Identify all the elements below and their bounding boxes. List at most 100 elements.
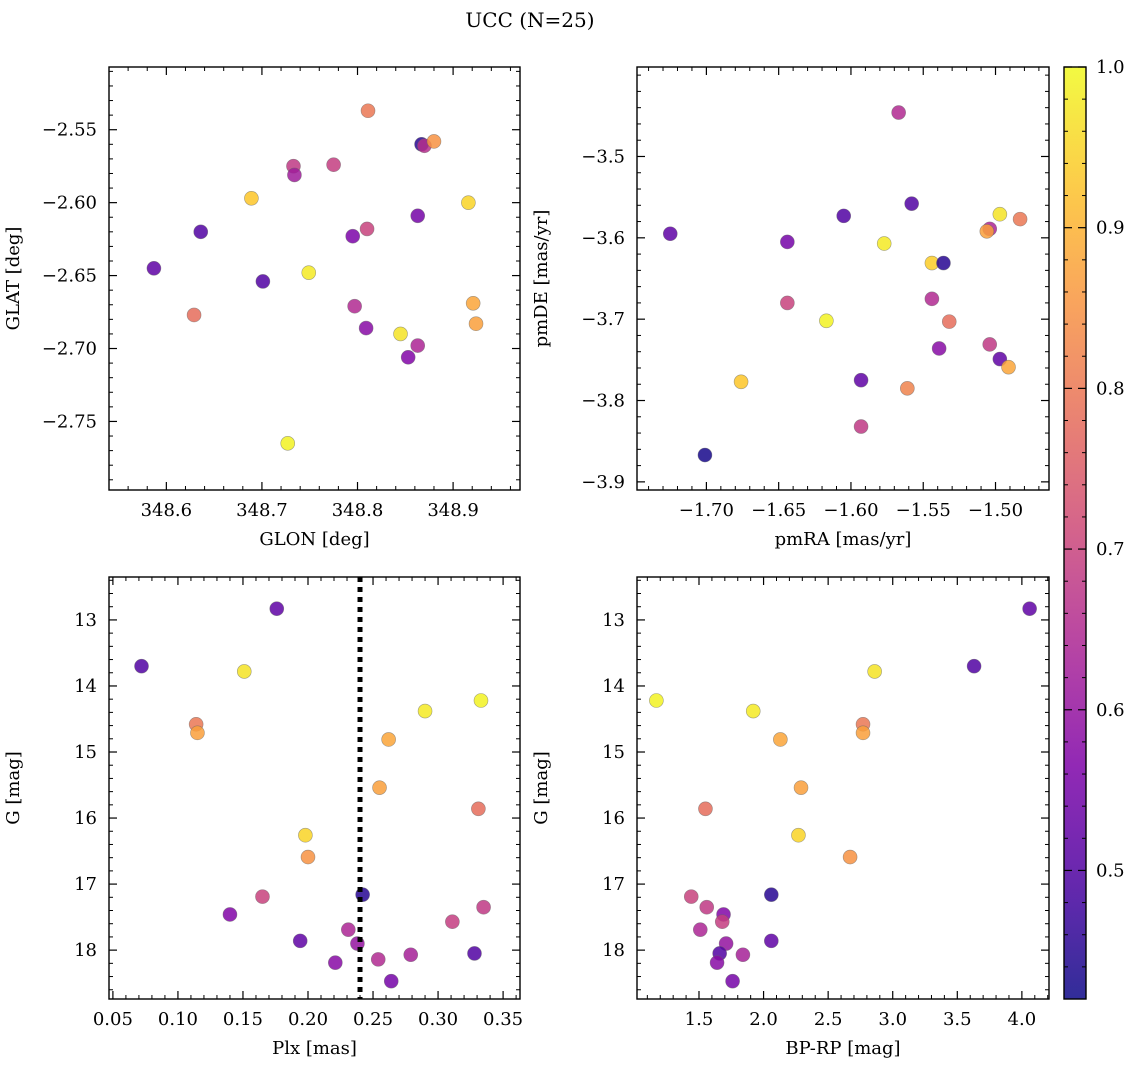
scatter-point [819,313,834,329]
x-tick-label: 0.10 [158,1009,198,1030]
scatter-point [461,195,476,210]
scatter-point [842,849,858,865]
scatter-point [780,234,795,250]
scatter-point [1001,359,1016,375]
scatter-point [891,105,906,120]
y-tick-label: 17 [602,874,625,895]
y-tick-label: 13 [74,610,97,631]
scatter-point [979,224,995,239]
plot-frame [636,576,1050,1000]
scatter-point [341,922,356,937]
y-tick-label: −2.55 [42,120,97,141]
x-axis-label: pmRA [mas/yr] [775,529,912,550]
panel-bprp-g: 1.5 2.0 2.5 3.0 3.5 4.0 13 14 15 16 17 18 BP-RP [mag… [531,576,1050,1059]
scatter-point [992,206,1008,222]
scatter-point [649,693,664,708]
scatter-point [793,780,809,795]
y-tick-label: 13 [602,610,625,631]
scatter-point [358,320,374,336]
scatter-point [383,973,399,989]
scatter-point [445,914,460,930]
scatter-point [468,316,484,332]
scatter-point [853,419,869,434]
scatter-point [300,849,316,865]
scatter-point [426,134,442,149]
y-tick-label: 18 [74,940,97,961]
y-tick-label: −2.75 [42,411,97,432]
scatter-point [692,922,708,937]
y-tick-label: 15 [74,742,97,763]
colorbar-gradient [1064,67,1086,999]
scatter-point [359,221,375,237]
colorbar-tick-label: 1.0 [1096,57,1125,78]
colorbar-tick-label: 0.7 [1096,539,1125,560]
scatter-point [941,314,957,329]
x-tick-label: 0.20 [288,1009,328,1030]
scatter-point [280,436,296,451]
x-tick-label: 348.6 [141,500,193,521]
y-tick-label: 18 [602,940,625,961]
scatter-point [773,732,788,747]
scatter-points [649,601,1037,989]
scatter-point [780,295,795,311]
scatter-point [269,601,285,616]
scatter-point [400,349,416,365]
scatter-point [193,224,209,240]
scatter-point [931,341,947,356]
scatter-point [370,952,386,967]
scatter-point [417,703,433,719]
scatter-point [410,338,426,353]
scatter-points [146,103,484,451]
y-tick-label: −3.6 [581,228,625,249]
colorbar: 0.5 0.6 0.7 0.8 0.9 1.0 [1063,57,1125,1000]
scatter-point [714,914,730,930]
y-tick-label: 14 [74,676,97,697]
y-tick-label: 16 [74,808,97,829]
scatter-point [287,167,302,183]
scatter-point [186,307,202,323]
scatter-point [134,658,149,674]
scatter-point [255,889,270,904]
scatter-points [134,601,491,989]
y-tick-label: 17 [74,874,97,895]
figure-title: UCC (N=25) [465,8,594,32]
x-tick-label: 348.8 [332,500,384,521]
panel-plx-g: 0.05 0.10 0.15 0.20 0.25 0.30 0.35 13 14 15 16 17 18… [3,576,523,1059]
scatter-point [476,899,491,915]
scatter-point [190,725,205,741]
y-axis-label: pmDE [mas/yr] [531,210,552,348]
scatter-point [1022,601,1037,616]
scatter-point [876,236,892,251]
panel-glon-glat: 348.6 348.7 348.8 348.9 −2.55 −2.60 −2.65 −2.70… [3,66,521,550]
scatter-point [473,693,489,708]
scatter-point [393,326,408,342]
x-tick-label: 348.9 [427,500,479,521]
colorbar-tick-label: 0.5 [1096,860,1125,881]
y-tick-label: −3.9 [581,472,625,493]
colorbar-tick-label: 0.8 [1096,378,1125,399]
x-tick-label: 0.35 [483,1009,523,1030]
plot-frame [636,66,1050,491]
y-axis-label: G [mag] [3,751,24,824]
scatter-point [328,955,343,970]
scatter-point [683,889,699,904]
scatter-point [471,801,486,817]
scatter-point [255,274,271,289]
scatter-point [236,664,252,679]
scatter-point [791,827,806,843]
colorbar-tick-label: 0.6 [1096,700,1125,721]
scatter-point [867,664,882,679]
x-tick-label: −1.65 [751,500,806,521]
scatter-point [467,946,482,961]
y-tick-label: −3.7 [581,309,625,330]
x-tick-label: 2.0 [749,1009,778,1030]
y-tick-label: −3.8 [581,391,625,412]
scatter-points [662,105,1028,463]
scatter-point [733,374,749,390]
scatter-point [836,208,852,224]
x-tick-label: 0.30 [418,1009,458,1030]
scatter-point [936,255,951,271]
scatter-point [924,291,940,307]
scatter-point [146,260,162,276]
y-axis-label: GLAT [deg] [3,227,24,331]
